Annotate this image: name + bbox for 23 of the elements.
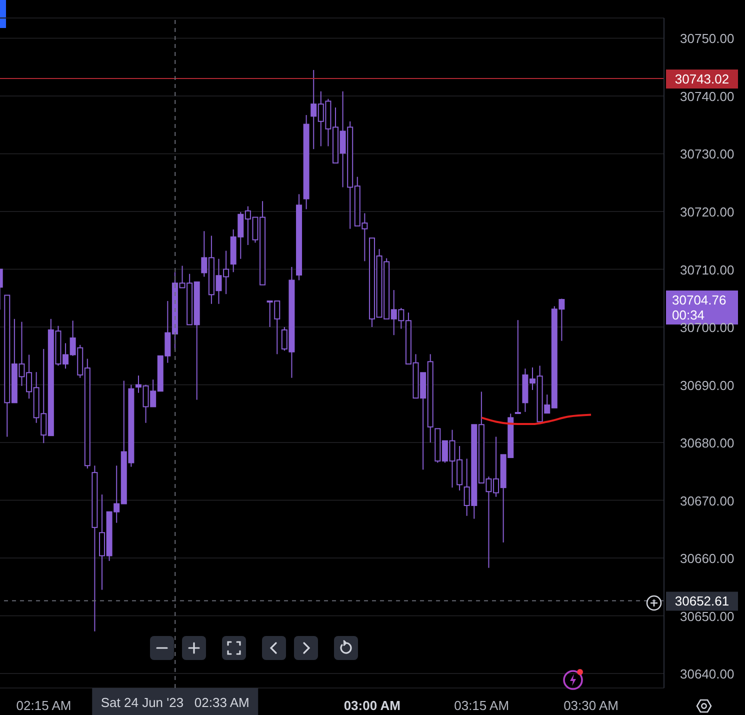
x-tick-label: 02:15 AM (16, 698, 72, 713)
y-tick-label: 30750.00 (680, 31, 734, 46)
ref-line-label: Sat 24 Jun '23 02:33 AM (100, 695, 250, 710)
ref-line-label: 30743.02 (674, 72, 730, 87)
candlestick (514, 320, 521, 414)
y-tick-label: 30680.00 (680, 436, 734, 451)
y-tick-label: 30670.00 (680, 493, 734, 508)
y-tick-label: 30700.00 (680, 320, 734, 336)
y-tick-label: 30710.00 (680, 262, 734, 278)
text: 00:34 (672, 308, 705, 323)
x-tick-label: 03:15 AM (454, 698, 510, 713)
text: 30704.76 (672, 292, 726, 308)
line-series (480, 414, 592, 426)
x-tick-label: 03:30 AM (564, 698, 618, 713)
y-tick-label: 30690.00 (680, 378, 734, 393)
y-tick-label: 30660.00 (680, 551, 734, 566)
y-tick-label: 30650.00 (680, 608, 734, 624)
y-tick-label: 30730.00 (680, 146, 734, 162)
y-tick-label: 30720.00 (680, 204, 734, 220)
ref-line-label: 30652.61 (674, 594, 730, 609)
x-tick-label: 03:00 AM (344, 698, 400, 713)
y-tick-label: 30640.00 (680, 666, 734, 682)
y-tick-label: 30740.00 (680, 88, 734, 104)
